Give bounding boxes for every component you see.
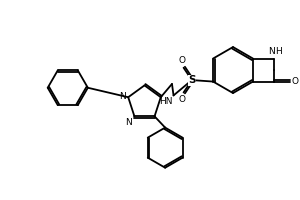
Text: O: O	[291, 77, 298, 86]
Text: HN: HN	[159, 97, 172, 106]
Text: N: N	[119, 92, 126, 101]
Text: S: S	[188, 75, 196, 85]
Text: H: H	[275, 47, 282, 56]
Text: O: O	[178, 56, 185, 65]
Text: N: N	[125, 118, 132, 127]
Text: O: O	[178, 95, 185, 104]
Text: N: N	[268, 47, 275, 56]
